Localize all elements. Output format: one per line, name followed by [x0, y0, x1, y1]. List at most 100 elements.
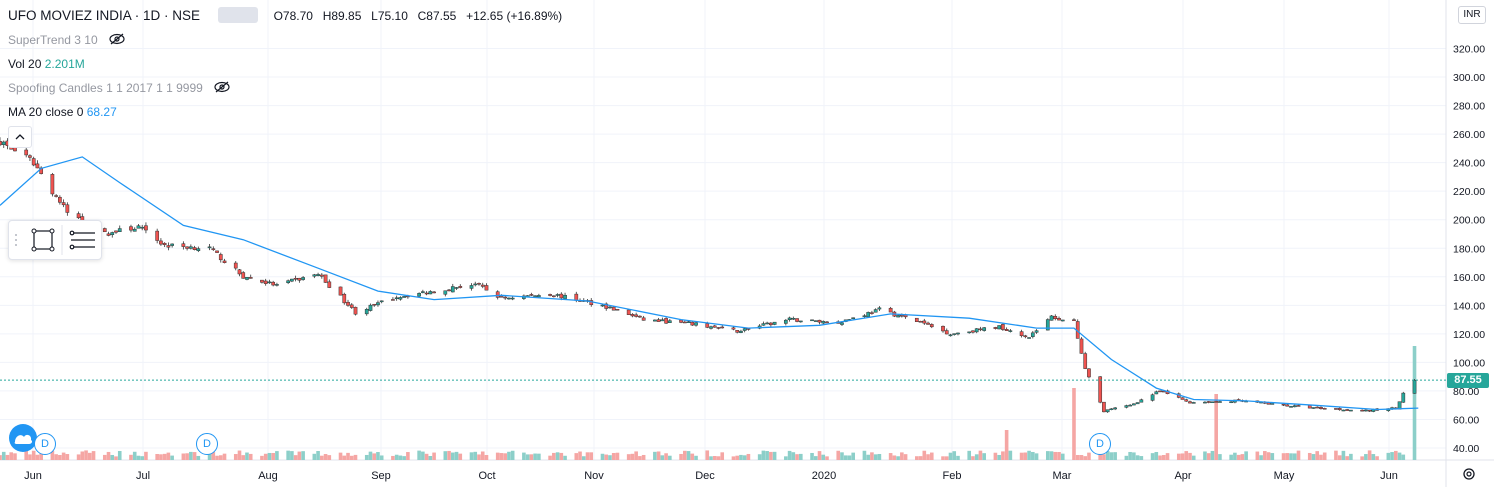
- candle-body: [136, 225, 141, 229]
- candle-body: [783, 319, 788, 324]
- candle-body: [638, 315, 642, 318]
- candle-body: [1401, 392, 1406, 403]
- candle-body: [731, 327, 736, 330]
- candle-body: [705, 323, 710, 328]
- volume-bar: [537, 453, 541, 460]
- candle: [424, 291, 429, 296]
- volume-bar: [761, 450, 766, 460]
- candle-body: [888, 307, 893, 313]
- candle: [1203, 401, 1207, 404]
- candle-body: [817, 319, 822, 323]
- eye-slash-icon[interactable]: [109, 33, 125, 48]
- volume-bar: [784, 456, 788, 460]
- volume-bar: [1375, 456, 1379, 460]
- lines-icon[interactable]: [69, 230, 95, 250]
- volume-bar: [810, 452, 814, 460]
- candle-body: [1113, 407, 1117, 410]
- candle-body: [761, 323, 766, 326]
- volume-bar: [114, 456, 118, 460]
- symbol-title[interactable]: UFO MOVIEZ INDIA · 1D · NSE: [8, 8, 201, 23]
- volume-bar: [346, 452, 350, 460]
- candle: [615, 308, 620, 311]
- candle-body: [559, 293, 564, 299]
- candle-body: [402, 296, 406, 298]
- volume-bar: [1364, 454, 1368, 460]
- volume-bar: [982, 453, 986, 460]
- candle: [312, 273, 317, 279]
- ohlc-high: H89.85: [322, 9, 362, 23]
- candle: [634, 312, 639, 318]
- tradingview-logo-icon[interactable]: [9, 424, 37, 452]
- volume-bar: [944, 456, 949, 460]
- dividend-marker[interactable]: D: [34, 433, 56, 455]
- candle: [484, 283, 489, 291]
- collapse-legend-button[interactable]: [8, 126, 32, 148]
- supertrend-legend[interactable]: SuperTrend 3 10: [8, 33, 125, 48]
- volume-bar: [503, 453, 507, 460]
- dividend-marker[interactable]: D: [1089, 433, 1111, 455]
- candle-body: [372, 303, 377, 306]
- volume-bar: [1191, 455, 1196, 460]
- candles-legend[interactable]: Spoofing Candles 1 1 2017 1 1 9999: [8, 81, 230, 96]
- status-badge: [217, 7, 258, 24]
- volume-bar: [447, 450, 451, 460]
- candle-body: [1057, 318, 1061, 321]
- candle: [144, 222, 148, 234]
- candle-body: [349, 304, 354, 308]
- candle: [1345, 408, 1350, 411]
- volume-legend[interactable]: Vol 20 2.201M: [8, 57, 85, 71]
- volume-bar: [379, 455, 384, 460]
- rectangle-icon[interactable]: [31, 228, 55, 252]
- eye-slash-icon[interactable]: [214, 81, 230, 96]
- candle-body: [1083, 353, 1088, 369]
- candle-body: [473, 283, 478, 286]
- candle-body: [1, 141, 6, 145]
- candle-body: [653, 319, 657, 322]
- volume-bar: [1150, 453, 1155, 460]
- volume-bar: [1139, 456, 1144, 460]
- candle: [1360, 409, 1364, 412]
- volume-bar: [58, 455, 62, 460]
- candle: [817, 319, 822, 325]
- candle-body: [312, 274, 317, 277]
- gear-icon[interactable]: [1463, 468, 1475, 480]
- volume-bar: [1263, 451, 1267, 460]
- candle: [821, 320, 826, 325]
- candle-body: [469, 285, 474, 289]
- volume-bar: [312, 453, 317, 460]
- candle: [338, 286, 343, 296]
- candle: [458, 284, 463, 289]
- candle-body: [1102, 401, 1106, 413]
- candle-body: [1045, 319, 1050, 331]
- candle: [926, 321, 930, 325]
- candle-body: [1079, 338, 1084, 354]
- candle-body: [443, 290, 448, 295]
- volume-bar: [1060, 453, 1065, 460]
- drag-handle-icon[interactable]: [15, 234, 17, 246]
- dividend-marker[interactable]: D: [196, 433, 218, 455]
- volume-bar: [903, 454, 908, 460]
- candle-body: [379, 300, 384, 303]
- candle-body: [1218, 401, 1222, 403]
- candle: [914, 317, 919, 322]
- volume-bar: [1315, 451, 1320, 460]
- candle: [372, 303, 377, 307]
- ma-legend[interactable]: MA 20 close 0 68.27: [8, 105, 117, 119]
- candle-body: [454, 287, 459, 289]
- volume-bar: [1367, 450, 1372, 460]
- volume-bar: [290, 451, 294, 460]
- volume-bar: [862, 450, 867, 460]
- volume-bar: [473, 451, 478, 460]
- volume-bar: [136, 455, 141, 460]
- candle-body: [117, 228, 122, 232]
- candle: [215, 250, 219, 253]
- volume-bar: [1210, 450, 1215, 460]
- candle: [402, 295, 406, 298]
- volume-bar: [926, 454, 930, 460]
- candle: [630, 313, 635, 318]
- candle-body: [1154, 391, 1159, 395]
- volume-bar: [716, 456, 721, 460]
- volume-bar: [971, 456, 975, 460]
- currency-badge[interactable]: INR: [1458, 6, 1486, 24]
